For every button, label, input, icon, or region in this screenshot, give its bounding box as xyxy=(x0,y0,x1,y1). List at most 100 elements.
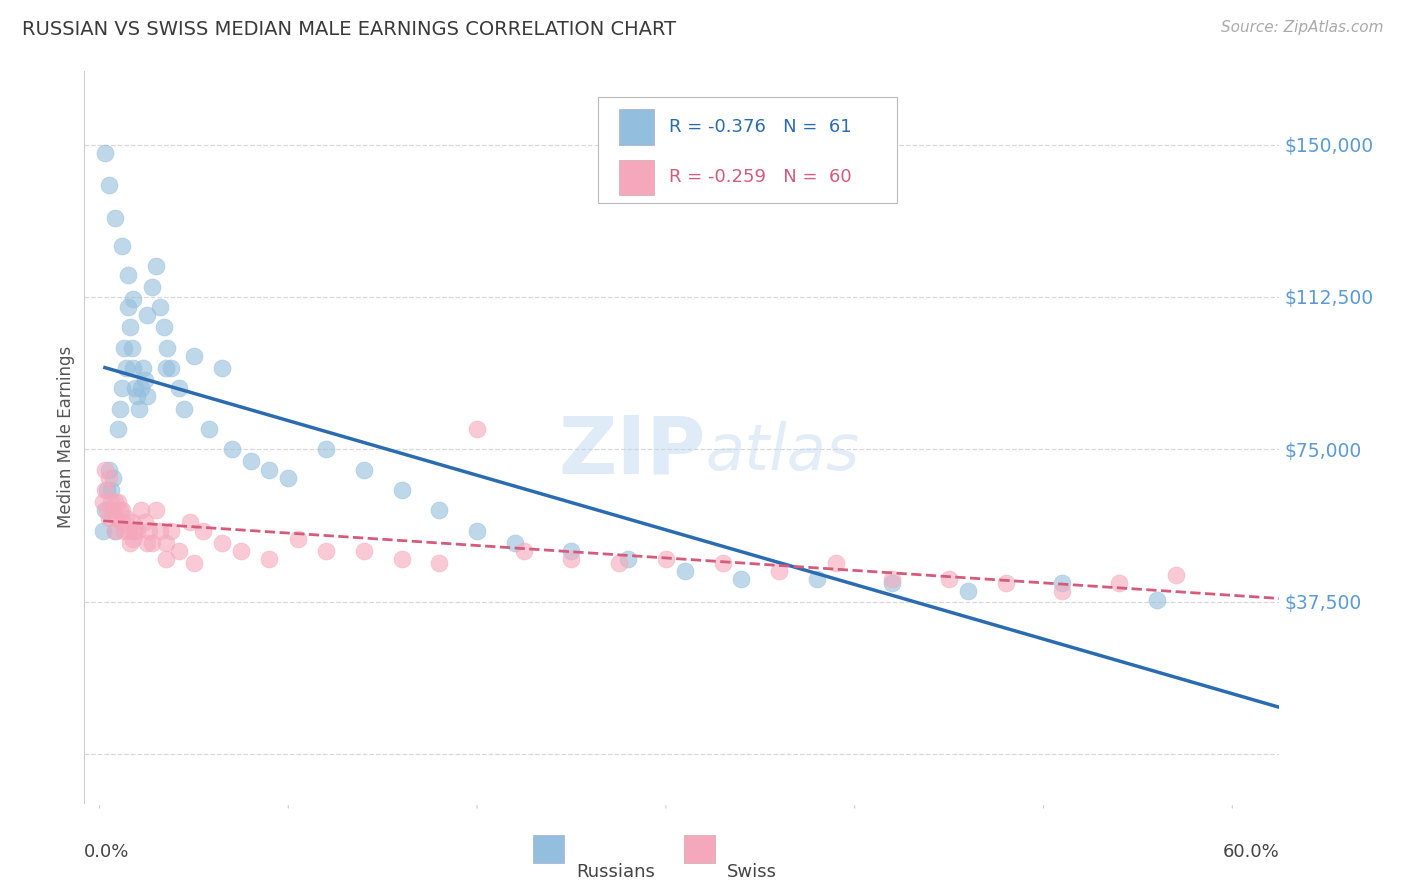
Point xyxy=(211,535,233,549)
Point xyxy=(111,381,134,395)
Point xyxy=(97,511,120,525)
Point xyxy=(103,524,125,538)
Point xyxy=(149,524,172,538)
Point xyxy=(91,524,114,538)
Point xyxy=(229,544,252,558)
Point xyxy=(94,462,117,476)
Point xyxy=(221,442,243,457)
Point xyxy=(135,389,157,403)
Point xyxy=(155,361,177,376)
Point xyxy=(167,544,190,558)
Point xyxy=(655,552,678,566)
Point xyxy=(160,524,183,538)
Point xyxy=(128,401,150,416)
Point xyxy=(117,524,139,538)
Point xyxy=(183,349,205,363)
Point xyxy=(107,422,129,436)
Point xyxy=(96,503,118,517)
Point xyxy=(513,544,536,558)
Point xyxy=(117,268,139,282)
Point xyxy=(103,495,125,509)
Point xyxy=(112,341,135,355)
Point xyxy=(1146,592,1168,607)
Point xyxy=(560,544,582,558)
Point xyxy=(391,552,413,566)
Point xyxy=(173,401,195,416)
Point xyxy=(155,535,177,549)
Point xyxy=(1052,576,1074,591)
Point xyxy=(465,422,488,436)
Point xyxy=(100,495,122,509)
Point xyxy=(134,373,156,387)
Text: R = -0.259   N =  60: R = -0.259 N = 60 xyxy=(669,169,852,186)
Point xyxy=(155,552,177,566)
Point xyxy=(315,544,337,558)
Text: RUSSIAN VS SWISS MEDIAN MALE EARNINGS CORRELATION CHART: RUSSIAN VS SWISS MEDIAN MALE EARNINGS CO… xyxy=(22,20,676,38)
Point xyxy=(121,341,143,355)
Point xyxy=(156,341,179,355)
Point xyxy=(96,483,118,497)
Point xyxy=(111,239,134,253)
Point xyxy=(138,524,160,538)
Point xyxy=(938,572,960,586)
Y-axis label: Median Male Earnings: Median Male Earnings xyxy=(56,346,75,528)
Point xyxy=(101,471,124,485)
Text: 0.0%: 0.0% xyxy=(84,843,129,861)
Point xyxy=(117,300,139,314)
Point xyxy=(97,471,120,485)
Point xyxy=(503,535,526,549)
Point xyxy=(115,361,138,376)
Point xyxy=(121,516,143,530)
Point xyxy=(198,422,221,436)
Point xyxy=(124,524,146,538)
Point xyxy=(1052,584,1074,599)
Point xyxy=(315,442,337,457)
Point xyxy=(111,516,134,530)
Point xyxy=(882,576,904,591)
Point xyxy=(152,320,174,334)
Point xyxy=(259,462,281,476)
Point xyxy=(160,361,183,376)
Point xyxy=(115,511,138,525)
Point xyxy=(145,260,167,274)
Text: Source: ZipAtlas.com: Source: ZipAtlas.com xyxy=(1220,20,1384,35)
Point xyxy=(127,389,149,403)
Point xyxy=(111,503,134,517)
Point xyxy=(112,524,135,538)
Point xyxy=(135,535,157,549)
Point xyxy=(103,211,125,225)
Point xyxy=(129,503,152,517)
Point xyxy=(134,516,156,530)
Point xyxy=(956,584,979,599)
Point xyxy=(107,495,129,509)
Point xyxy=(97,178,120,193)
Point xyxy=(806,572,828,586)
Point xyxy=(167,381,190,395)
Point xyxy=(141,535,163,549)
Point xyxy=(122,524,145,538)
Point xyxy=(768,564,790,578)
FancyBboxPatch shape xyxy=(599,97,897,203)
FancyBboxPatch shape xyxy=(685,835,716,863)
Point xyxy=(259,552,281,566)
Point xyxy=(1108,576,1130,591)
Point xyxy=(560,552,582,566)
Point xyxy=(145,503,167,517)
Point xyxy=(122,292,145,306)
Point xyxy=(239,454,262,468)
Point xyxy=(882,572,904,586)
Point xyxy=(149,300,172,314)
Point xyxy=(105,511,128,525)
Point xyxy=(110,401,132,416)
Point xyxy=(617,552,640,566)
Point xyxy=(994,576,1017,591)
Point xyxy=(94,503,117,517)
Point xyxy=(91,495,114,509)
Point xyxy=(465,524,488,538)
Point xyxy=(277,471,299,485)
Point xyxy=(673,564,696,578)
Point xyxy=(124,381,146,395)
Point xyxy=(127,524,149,538)
FancyBboxPatch shape xyxy=(619,110,654,145)
Point xyxy=(100,483,122,497)
